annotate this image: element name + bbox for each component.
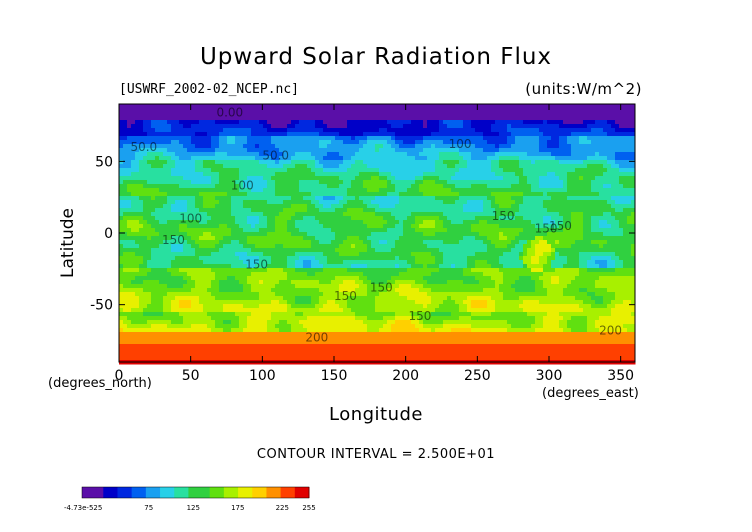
- colorbar-swatch: [131, 487, 140, 498]
- colorbar-swatch: [252, 487, 260, 498]
- colorbar-swatch: [145, 487, 154, 498]
- colorbar-frame: [81, 486, 310, 499]
- x-tick-label: 0: [115, 368, 124, 384]
- x-tick-label: 250: [464, 368, 491, 384]
- colorbar-tick-label: 255: [302, 504, 315, 512]
- colorbar-swatch: [287, 487, 296, 498]
- colorbar-swatch: [82, 487, 90, 498]
- colorbar-swatch: [245, 487, 253, 498]
- colorbar-swatch: [89, 487, 97, 498]
- x-tick-label: 200: [392, 368, 419, 384]
- colorbar-swatch: [280, 487, 289, 498]
- colorbar-tick-label: 125: [187, 504, 200, 512]
- colorbar-swatch: [103, 487, 111, 498]
- y-tick-label: 0: [104, 226, 113, 242]
- x-units-label: (degrees_east): [542, 386, 639, 401]
- contour-label: 50.0: [130, 140, 157, 154]
- colorbar-tick-label: 175: [231, 504, 244, 512]
- contour-label: 0.00: [216, 106, 243, 120]
- y-tick-label: -50: [90, 298, 113, 314]
- colorbar-swatch: [294, 487, 303, 498]
- contour-label: 100: [231, 179, 254, 193]
- colorbar-swatch: [301, 487, 310, 498]
- contour-label: 150: [162, 233, 185, 247]
- colorbar-tick-label: -4.73e-525: [64, 504, 102, 512]
- colorbar-swatch: [273, 487, 282, 498]
- contour-label: 150: [245, 258, 268, 272]
- colorbar-tick-label: 75: [144, 504, 153, 512]
- x-tick-label: 100: [249, 368, 276, 384]
- contour-label: 150: [535, 222, 558, 236]
- colorbar-swatch: [259, 487, 267, 498]
- colorbar-swatch: [188, 487, 196, 498]
- colorbar-swatch: [117, 487, 126, 498]
- colorbar-swatch: [238, 487, 246, 498]
- contour-label: 150: [334, 289, 357, 303]
- contour-label: 200: [599, 323, 622, 337]
- colorbar-tick-label: 225: [276, 504, 289, 512]
- colorbar-swatch: [223, 487, 232, 498]
- units-label: (units:W/m^2): [525, 80, 642, 98]
- colorbar-swatch: [174, 487, 182, 498]
- y-units-label: (degrees_north): [48, 376, 152, 391]
- colorbar-swatch: [266, 487, 275, 498]
- x-tick-label: 350: [607, 368, 634, 384]
- colorbar-swatch: [124, 487, 133, 498]
- contour-label: 150: [370, 280, 393, 294]
- colorbar-swatch: [202, 487, 211, 498]
- colorbar-swatch: [96, 487, 104, 498]
- x-tick-label: 50: [182, 368, 200, 384]
- colorbar-swatch: [209, 487, 218, 498]
- colorbar-swatch: [110, 487, 118, 498]
- colorbar-swatch: [138, 487, 147, 498]
- contour-label: 100: [449, 137, 472, 151]
- chart-title: Upward Solar Radiation Flux: [199, 44, 553, 70]
- x-tick-label: 150: [321, 368, 348, 384]
- contour-label: 150: [409, 309, 432, 323]
- colorbar-swatch: [181, 487, 189, 498]
- colorbar-swatch: [230, 487, 239, 498]
- colorbar-swatch: [216, 487, 225, 498]
- colorbar-swatch: [152, 487, 161, 498]
- colorbar-swatch: [160, 487, 168, 498]
- y-tick-label: 50: [95, 154, 113, 170]
- contour-label: 100: [179, 212, 202, 226]
- contour-label: 200: [305, 331, 328, 345]
- contour-label: 150: [549, 219, 572, 233]
- colorbar-swatch: [167, 487, 175, 498]
- file-label: [USWRF_2002-02_NCEP.nc]: [119, 82, 300, 97]
- contour-interval: CONTOUR INTERVAL = 2.500E+01: [256, 447, 496, 462]
- x-tick-label: 300: [536, 368, 563, 384]
- contour-label: 150: [492, 209, 515, 223]
- x-axis-label: Longitude: [328, 404, 424, 425]
- colorbar-swatch: [195, 487, 204, 498]
- contour-label: 50.0: [262, 149, 289, 163]
